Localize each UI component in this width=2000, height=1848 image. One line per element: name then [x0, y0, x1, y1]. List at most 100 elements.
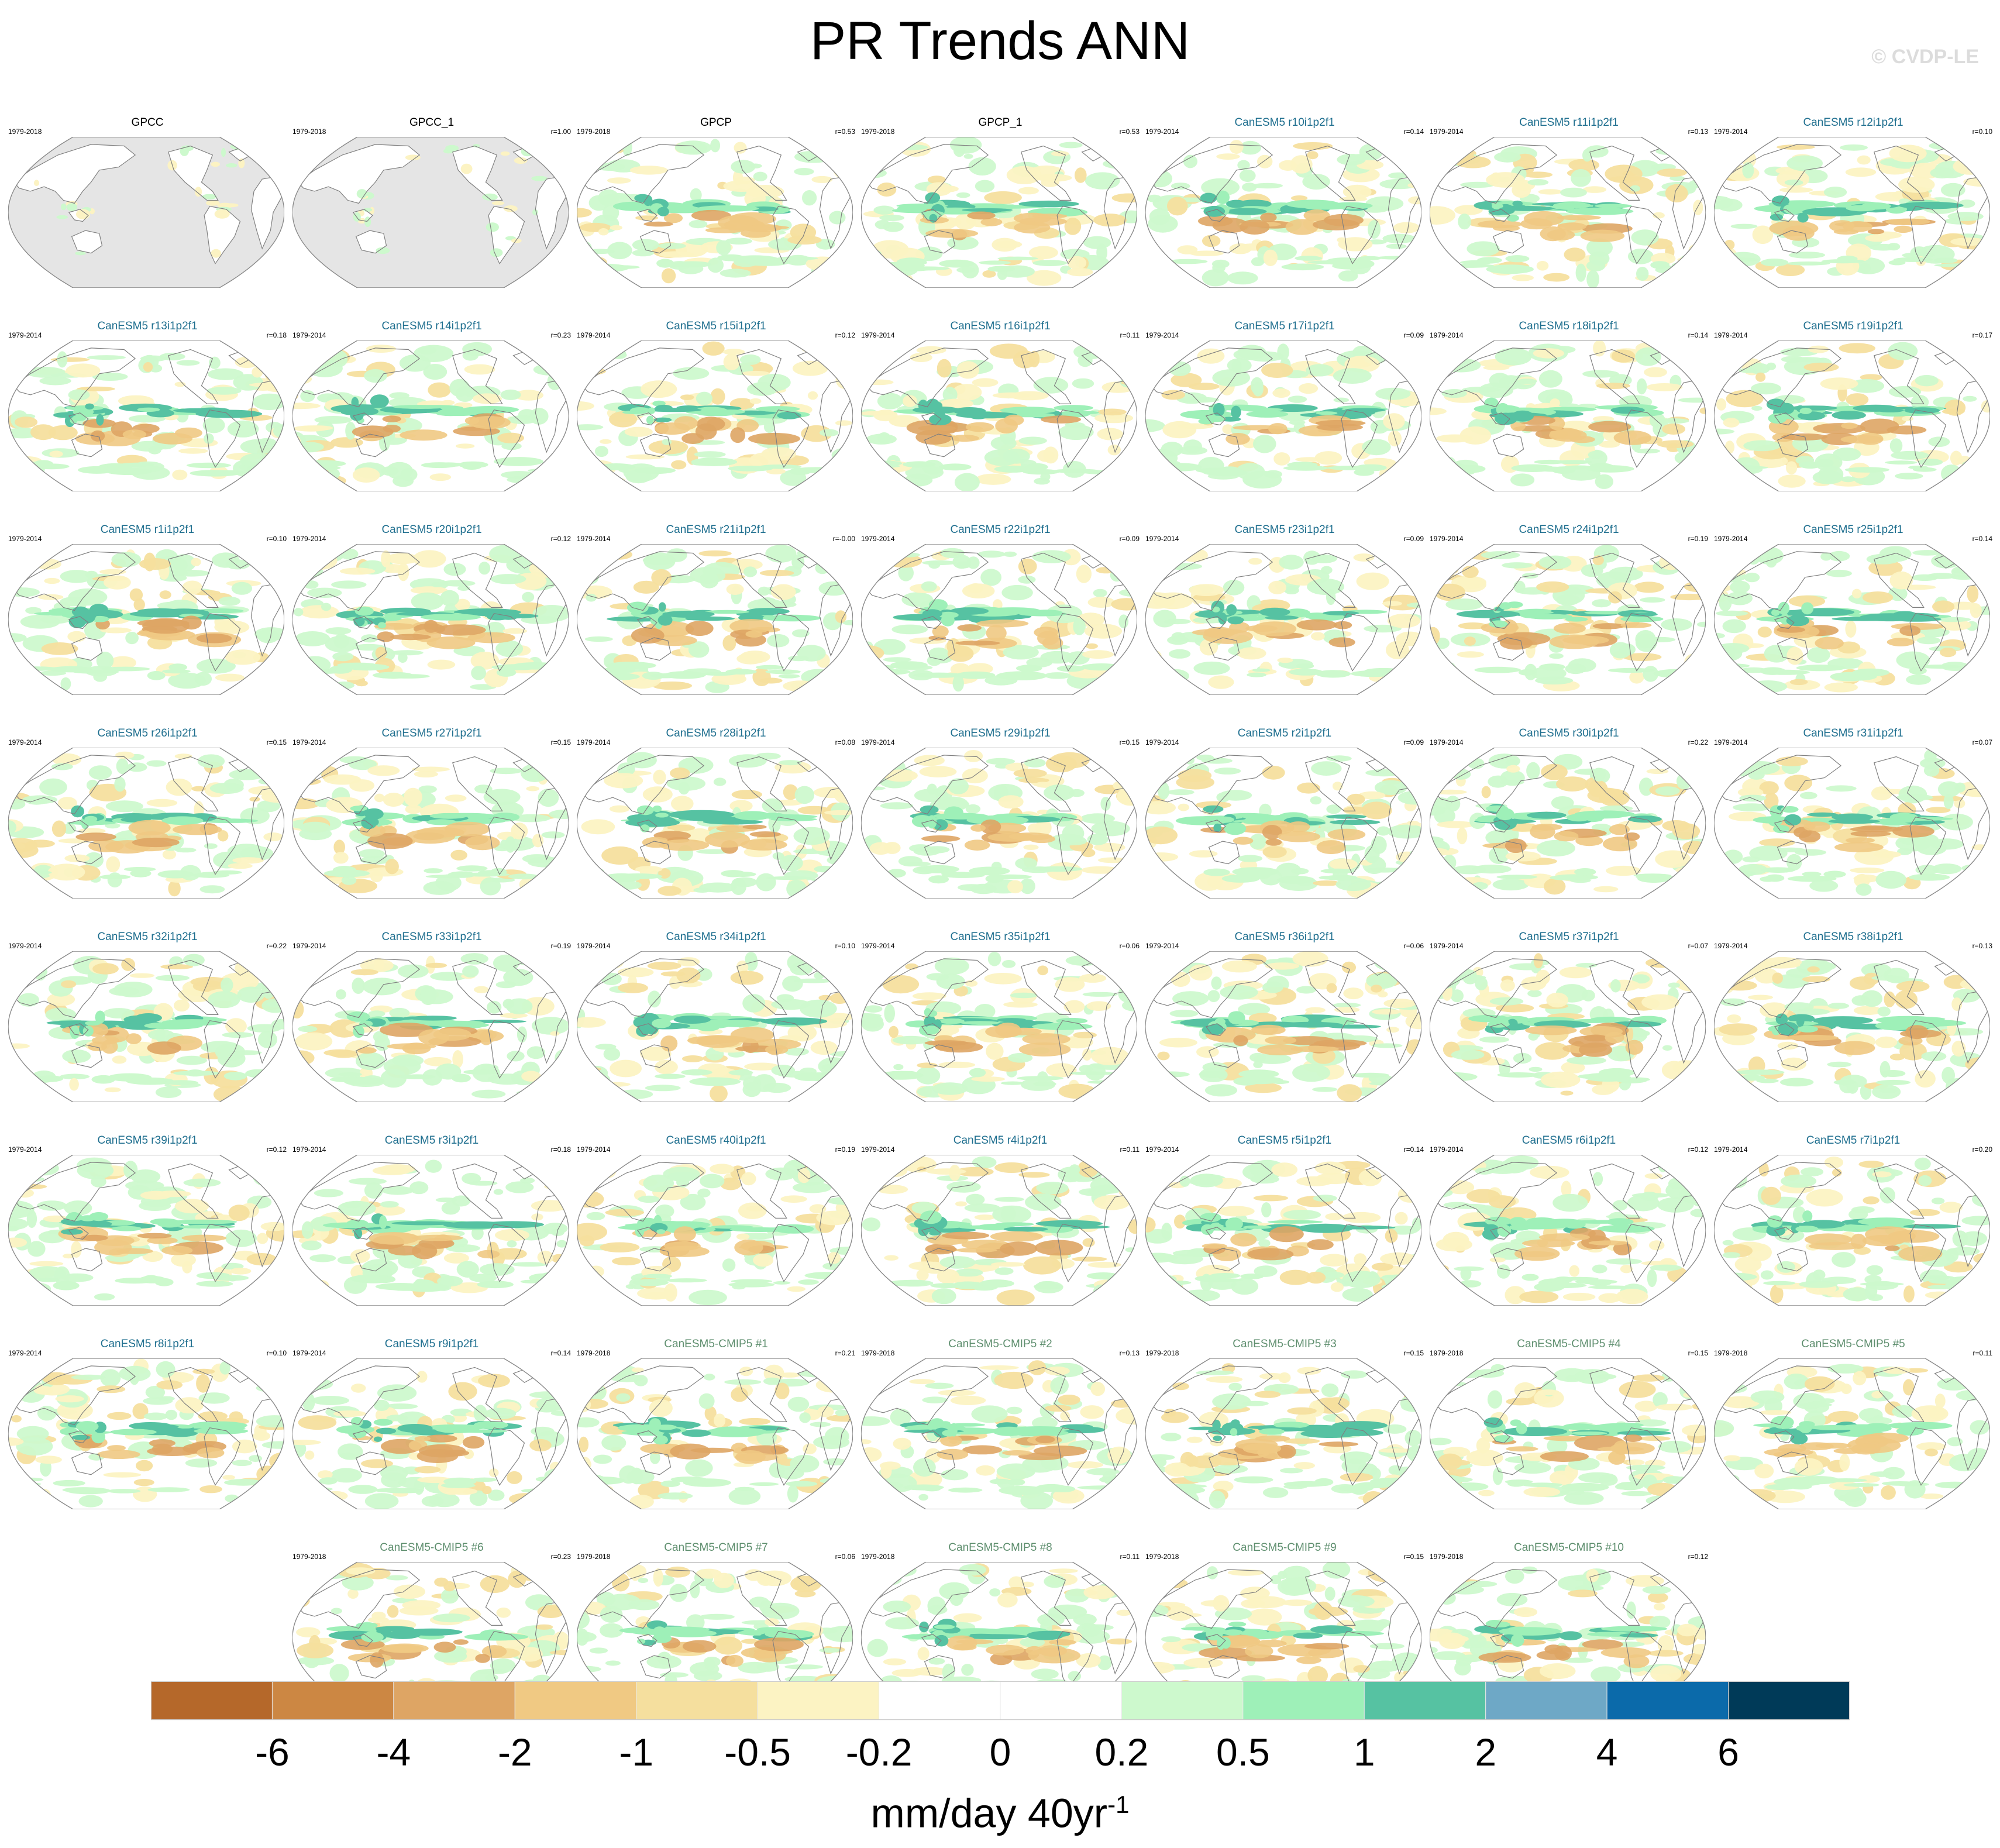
trend-blob — [861, 460, 887, 470]
trend-blob — [88, 1221, 112, 1227]
trend-blob — [1277, 876, 1315, 885]
trend-blob — [1441, 389, 1467, 398]
trend-blob — [1841, 476, 1856, 483]
trend-blob — [556, 762, 569, 770]
trend-blob — [655, 1059, 678, 1075]
trend-blob — [932, 1082, 968, 1095]
trend-blob — [57, 351, 68, 368]
coastline — [71, 433, 103, 457]
trend-blob — [967, 211, 996, 220]
trend-blob — [1761, 259, 1789, 267]
trend-blob — [260, 1221, 284, 1231]
panel-period: 1979-2014 — [1714, 535, 1748, 543]
trend-blob — [778, 674, 800, 679]
trend-blob — [1852, 668, 1889, 677]
trend-blob — [1216, 792, 1230, 803]
robinson-map — [1145, 748, 1421, 899]
map-border — [1714, 748, 1990, 899]
panel-title: CanESM5 r39i1p2f1 — [97, 1134, 198, 1147]
trend-blob — [917, 1062, 938, 1068]
trend-blob — [1549, 634, 1599, 649]
trend-blob — [404, 787, 422, 807]
trend-blob — [1371, 985, 1382, 993]
trend-blob — [1827, 1003, 1849, 1009]
trend-blob — [984, 191, 1022, 204]
coastline — [1489, 412, 1510, 426]
trend-blob — [352, 467, 380, 483]
trend-blob — [1167, 789, 1195, 796]
trend-blob — [1609, 642, 1631, 659]
trend-blob — [1730, 223, 1758, 229]
trend-blob — [1092, 883, 1127, 897]
trend-blob — [1029, 350, 1040, 367]
trend-blob — [1145, 151, 1177, 157]
trend-blob — [835, 420, 853, 426]
trend-blob — [723, 353, 740, 371]
map-panel: CanESM5 r10i1p2f1 1979-2014 r=0.14 — [1145, 116, 1424, 316]
trend-blob — [1033, 377, 1069, 394]
trend-blob — [662, 610, 715, 618]
trend-blob — [941, 872, 975, 876]
trend-blob — [1626, 612, 1658, 617]
trend-blob — [801, 344, 828, 354]
trend-blob — [1655, 850, 1691, 868]
trend-blob — [1379, 553, 1404, 564]
trend-blob — [366, 345, 396, 353]
trend-blob — [821, 759, 853, 767]
trend-blob — [689, 220, 708, 229]
trend-blob — [772, 852, 784, 860]
trend-blob — [1145, 271, 1159, 288]
trend-blob — [1631, 229, 1659, 246]
trend-blob — [1889, 144, 1927, 163]
trend-blob — [1565, 617, 1588, 622]
panel-period: 1979-2014 — [1430, 331, 1464, 339]
trend-blob — [1781, 1057, 1807, 1071]
trend-blob — [1393, 258, 1421, 265]
trend-blob — [1908, 465, 1929, 470]
trend-blob — [746, 608, 790, 615]
trend-blob — [1245, 1082, 1282, 1093]
trend-blob — [1277, 343, 1289, 361]
trend-blob — [1162, 421, 1197, 439]
trend-blob — [1672, 1060, 1700, 1075]
trend-blob — [1665, 184, 1688, 202]
trend-blob — [1114, 1084, 1132, 1097]
trend-blob — [471, 666, 486, 680]
trend-blob — [577, 1076, 601, 1084]
trend-blob — [1252, 668, 1271, 672]
trend-blob — [292, 755, 299, 772]
coastline — [488, 409, 525, 468]
trend-blob — [1495, 412, 1517, 425]
coastline — [13, 1162, 136, 1222]
map-border — [292, 137, 569, 288]
trend-blob — [835, 610, 847, 624]
panel-title: CanESM5 r30i1p2f1 — [1519, 727, 1619, 739]
trend-blob — [71, 1241, 82, 1258]
trend-blob — [1538, 370, 1562, 388]
trend-blob — [204, 843, 218, 849]
trend-blob — [842, 620, 853, 625]
trend-blob — [162, 669, 191, 674]
trend-blob — [301, 425, 333, 431]
trend-blob — [95, 1010, 105, 1024]
trend-blob — [939, 463, 972, 471]
trend-field — [8, 1157, 284, 1301]
trend-blob — [507, 476, 542, 484]
trend-blob — [1110, 569, 1124, 582]
trend-blob — [550, 1031, 560, 1036]
trend-blob — [462, 965, 479, 978]
trend-blob — [294, 442, 324, 452]
coastline — [204, 817, 241, 875]
trend-blob — [1538, 555, 1572, 570]
trend-blob — [253, 393, 284, 411]
trend-blob — [1145, 271, 1166, 284]
trend-blob — [179, 614, 204, 618]
coastline — [1150, 755, 1273, 815]
trend-blob — [1967, 585, 1979, 603]
trend-blob — [1307, 151, 1319, 160]
trend-blob — [25, 607, 42, 614]
trend-blob — [1751, 383, 1781, 395]
trend-blob — [1216, 153, 1240, 160]
trend-blob — [944, 806, 963, 819]
map-border — [1714, 544, 1990, 695]
